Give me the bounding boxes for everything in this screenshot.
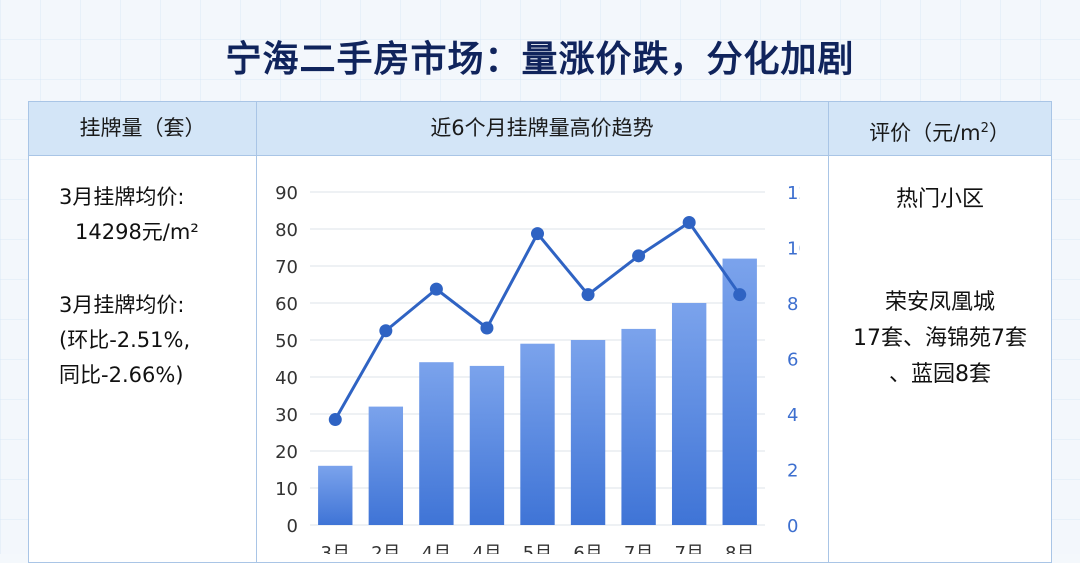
y-tick-label-left: 30 — [275, 405, 298, 426]
header-listing-count: 挂牌量（套） — [79, 116, 206, 140]
header-evaluation-close: ） — [988, 121, 1010, 145]
line-point — [328, 413, 342, 427]
x-tick-label: 2月 — [371, 543, 400, 554]
x-tick-label: 7月 — [624, 543, 653, 554]
line-point — [531, 227, 544, 241]
line-series — [328, 216, 747, 427]
line-point — [429, 282, 443, 296]
bar — [469, 365, 505, 525]
line-point — [480, 321, 494, 335]
bar — [671, 303, 707, 525]
yoy-change: 同比-2.66%) — [59, 363, 184, 387]
bar — [570, 340, 606, 525]
table-header: 挂牌量（套） 近6个月挂牌量高价趋势 评价（元/m2） — [29, 102, 1051, 156]
line-point — [733, 288, 747, 302]
y-tick-label-right: 2 — [787, 461, 798, 482]
line-point — [379, 324, 393, 338]
header-evaluation-sup: 2 — [980, 121, 989, 136]
y-tick-label-left: 20 — [275, 442, 298, 463]
x-tick-label: 3月 — [321, 543, 350, 554]
x-tick-label: 4月 — [422, 543, 451, 554]
column-divider-right — [828, 102, 829, 562]
avg-price-label-2: 3月挂牌均价: — [59, 293, 185, 317]
hot-community-line-2: 17套、海锦苑7套 — [853, 326, 1027, 351]
header-trend: 近6个月挂牌量高价趋势 — [430, 116, 654, 140]
y-tick-label-right: 6 — [787, 350, 798, 371]
x-tick-label: 8月 — [725, 543, 754, 554]
x-tick-label: 7月 — [674, 543, 703, 554]
x-tick-label: 6月 — [573, 543, 602, 554]
hot-community-line-1: 荣安凤凰城 — [884, 290, 995, 315]
avg-price-value: 14298元/m² — [75, 220, 199, 244]
axes: 0 10 20 30 40 50 60 70 80 90 0 2 4 6 8 10 12 3月 2月 4月 4月 5月 6月… — [275, 183, 800, 554]
header-evaluation-text: 评价（元/m — [869, 121, 981, 145]
y-tick-label-right: 12 — [787, 183, 800, 204]
line-point — [632, 249, 646, 263]
bar — [368, 406, 404, 525]
y-tick-label-left: 70 — [275, 257, 298, 278]
y-tick-label-right: 0 — [787, 516, 798, 537]
avg-price-label: 3月挂牌均价: — [59, 185, 185, 209]
y-tick-label-left: 40 — [275, 368, 298, 389]
y-tick-label-left: 80 — [275, 220, 298, 241]
x-tick-label: 5月 — [523, 543, 552, 554]
bars — [318, 258, 757, 525]
y-tick-label-left: 60 — [275, 294, 298, 315]
header-evaluation: 评价（元/m2） — [828, 102, 1051, 155]
y-tick-label-left: 10 — [275, 479, 298, 500]
mom-change: (环比-2.51%, — [59, 328, 191, 352]
y-tick-label-right: 10 — [787, 239, 800, 260]
line-point — [581, 288, 595, 302]
y-tick-label-left: 90 — [275, 183, 298, 204]
bar — [318, 465, 353, 525]
bar — [419, 362, 454, 525]
column-divider-left — [256, 102, 257, 562]
y-tick-label-left: 50 — [275, 331, 298, 352]
y-tick-label-right: 8 — [787, 294, 798, 315]
page-title: 宁海二手房市场：量涨价跌，分化加剧 — [225, 39, 855, 80]
y-tick-label-right: 4 — [787, 405, 798, 426]
hot-community-label: 热门小区 — [895, 187, 984, 212]
hot-community-line-3: 、蓝园8套 — [889, 362, 991, 387]
bar — [722, 258, 757, 525]
trend-chart: 0 10 20 30 40 50 60 70 80 90 0 2 4 6 8 10 12 3月 2月 4月 4月 5月 6月… — [275, 183, 800, 554]
y-tick-label-left: 0 — [287, 516, 298, 537]
line-point — [682, 216, 696, 230]
bar — [520, 343, 555, 525]
bar — [621, 328, 656, 525]
x-tick-label: 4月 — [472, 543, 501, 554]
